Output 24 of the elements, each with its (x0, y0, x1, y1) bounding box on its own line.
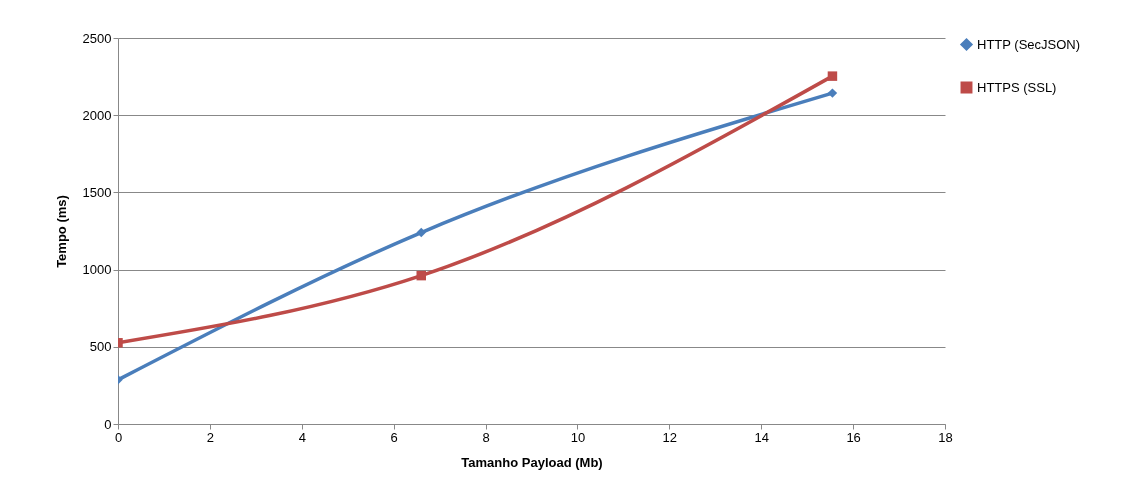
y-tick-label: 2500 (82, 30, 112, 46)
x-tick-label: 12 (662, 429, 678, 445)
y-tick-label: 0 (104, 416, 112, 432)
x-axis-title: Tamanho Payload (Mb) (461, 454, 603, 470)
point (827, 88, 838, 98)
x-tick-label: 4 (298, 429, 306, 445)
x-tick-label: 2 (206, 429, 215, 445)
point (416, 270, 426, 281)
y-tick-label: 2000 (82, 107, 112, 123)
x-tick-label: 10 (570, 429, 586, 445)
x-tick-label: 16 (846, 429, 861, 445)
x-tick-label: 6 (390, 429, 398, 445)
point (416, 227, 426, 238)
point (827, 71, 838, 81)
x-tick-label: 8 (482, 429, 490, 445)
y-tick-label: 1500 (82, 184, 112, 200)
y-axis-title: Tempo (ms) (53, 195, 69, 268)
legend-label: HTTP (SecJSON) (977, 36, 1081, 52)
y-tick-label: 500 (89, 339, 112, 355)
x-tick-label: 18 (938, 429, 953, 445)
legend-label: HTTPS (SSL) (977, 79, 1057, 95)
x-tick-label: 0 (114, 429, 123, 445)
y-tick-label: 1000 (82, 262, 112, 278)
x-tick-label: 14 (754, 429, 769, 445)
